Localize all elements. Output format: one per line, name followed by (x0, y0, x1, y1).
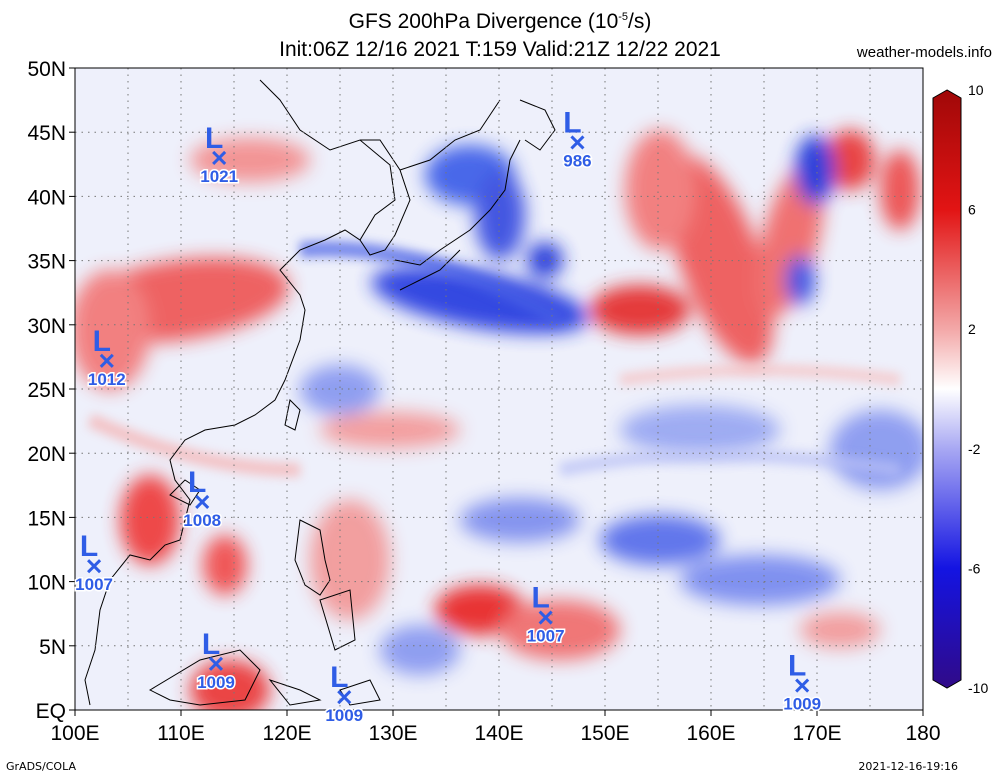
low-center-x-icon (195, 494, 210, 510)
low-center-x-icon (208, 656, 224, 671)
footer-credit: GrADS/COLA (6, 760, 76, 773)
lon-label: 160E (686, 722, 735, 745)
low-pressure: 1007 (75, 575, 113, 594)
low-pressure: 1021 (200, 167, 238, 186)
low-pressure: 1008 (183, 511, 221, 530)
low-center-x-icon (337, 690, 352, 705)
colorbar-label: -10 (968, 680, 988, 696)
lon-label: 100E (50, 722, 99, 745)
lon-label: 170E (792, 722, 841, 745)
lat-label: EQ (36, 700, 66, 723)
low-marker: L 986 (562, 106, 593, 172)
lat-label: 45N (27, 122, 66, 145)
low-marker: L 1009 (324, 661, 365, 727)
title-prefix: GFS 200hPa Divergence (10 (348, 10, 619, 33)
low-letter: L (80, 530, 98, 563)
colorbar-scale (932, 89, 962, 689)
divergence-field (75, 68, 923, 710)
low-pressure: 1009 (197, 673, 235, 692)
colorbar-label: 2 (968, 321, 976, 337)
lon-label: 110E (157, 722, 205, 745)
lat-label: 20N (27, 443, 66, 466)
low-letter: L (531, 582, 549, 615)
longitude-axis: 100E 110E 120E 130E 140E 150E 160E 170E 180 (50, 710, 941, 745)
chart-title: GFS 200hPa Divergence (10-5/s) (0, 10, 1000, 34)
lat-label: 35N (27, 251, 66, 274)
lon-label: 150E (580, 722, 629, 745)
low-letter: L (202, 628, 220, 661)
colorbar-labels: 10 6 2 -2 -6 -10 (968, 82, 988, 696)
lon-label: 130E (368, 722, 417, 745)
low-letter: L (93, 325, 111, 358)
footer-timestamp: 2021-12-16-19:16 (858, 760, 958, 773)
lon-label: 140E (474, 722, 523, 745)
title-superscript: -5 (618, 11, 629, 23)
low-center-x-icon (795, 678, 810, 693)
low-pressure: 986 (563, 151, 591, 170)
low-center-x-icon (87, 559, 102, 574)
colorbar-label: 6 (968, 202, 976, 218)
low-marker: L 1021 (199, 122, 240, 188)
colorbar-label: -6 (968, 560, 981, 576)
gridlines (75, 68, 923, 710)
low-pressure: 1012 (88, 370, 126, 389)
lat-label: 40N (27, 186, 66, 209)
low-letter: L (205, 122, 223, 155)
low-letter: L (788, 650, 806, 683)
lat-label: 30N (27, 315, 66, 338)
low-letter: L (330, 661, 348, 694)
lat-label: 5N (39, 636, 66, 659)
lon-label: 120E (262, 722, 311, 745)
low-marker: L 1008 (182, 466, 223, 532)
low-center-x-icon (570, 135, 585, 150)
colorbar-label: 10 (968, 82, 984, 98)
low-center-x-icon (212, 150, 227, 165)
low-letter: L (563, 106, 581, 139)
chart-subtitle: Init:06Z 12/16 2021 T:159 Valid:21Z 12/2… (279, 38, 721, 61)
low-pressure: 1009 (783, 695, 821, 714)
colorbar-label: -2 (968, 441, 981, 457)
title-suffix: /s) (628, 10, 652, 33)
low-marker: L 1009 (196, 628, 237, 694)
latitude-axis: 50N 45N 40N 35N 30N 25N 20N 15N 10N 5N EQ (27, 58, 75, 723)
lat-label: 50N (27, 58, 66, 81)
low-marker: L 1012 (86, 325, 127, 391)
site-credit: weather-models.info (856, 44, 992, 61)
low-center-x-icon (538, 610, 553, 625)
lat-label: 25N (27, 379, 66, 402)
low-pressure: 1007 (527, 627, 565, 646)
low-pressure: 1009 (325, 706, 363, 725)
low-marker: L 1009 (782, 650, 823, 716)
low-marker: L 1007 (525, 582, 566, 648)
colorbar: 10 6 2 -2 -6 -10 (932, 82, 988, 696)
lat-label: 10N (27, 572, 66, 595)
low-letter: L (188, 466, 206, 499)
low-center-x-icon (99, 353, 114, 368)
lon-label: 180 (905, 722, 940, 745)
low-marker: L 1007 (74, 530, 115, 596)
lat-label: 15N (27, 507, 66, 530)
